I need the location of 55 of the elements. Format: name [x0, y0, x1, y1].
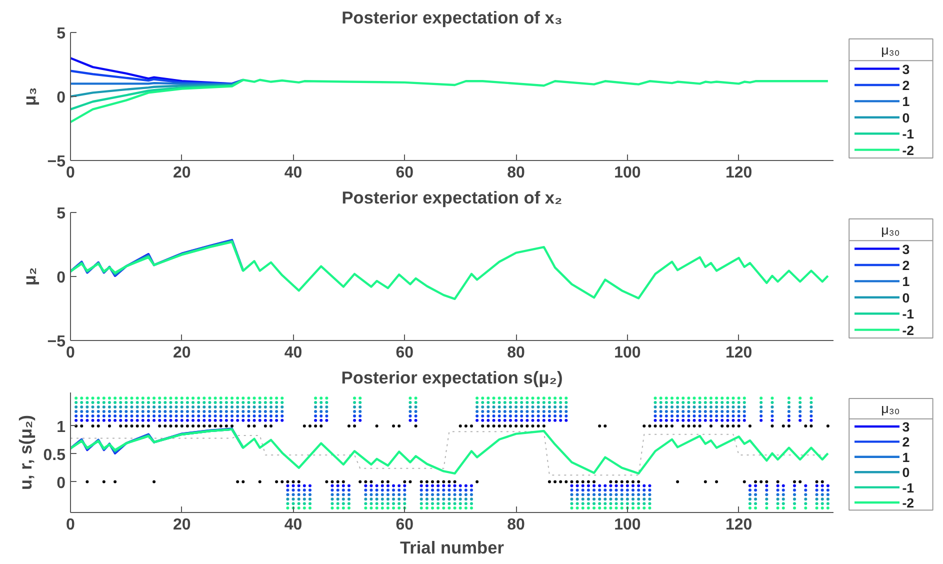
y-tick-label: 5: [56, 206, 66, 222]
x-tick-label: 20: [172, 344, 191, 362]
legend-title: μ₃₀: [881, 42, 900, 58]
text: -1: [902, 480, 915, 496]
x-tick-label: 80: [507, 344, 526, 362]
x-tick-label: 80: [507, 516, 526, 534]
x-tick-label: 100: [614, 516, 641, 534]
legend-label: 2: [902, 258, 910, 273]
legend-label: 1: [902, 94, 910, 110]
legend-label: 2: [902, 78, 910, 93]
x-tick-label: 40: [284, 344, 302, 362]
y-tick-label: −5: [47, 154, 66, 170]
y-tick-label: 0.5: [43, 446, 66, 464]
legend-title: μ₃₀: [881, 401, 900, 416]
y-tick-label: 0: [56, 270, 66, 286]
text: 2: [902, 434, 910, 450]
legend-label: -1: [902, 126, 915, 142]
x-tick-label: 20: [172, 516, 191, 534]
x-tick-label: 60: [396, 344, 414, 362]
legend-title: μ₃₀: [881, 222, 900, 238]
x-tick-label: 40: [284, 164, 302, 182]
chart-title: Posterior expectation of x₂: [342, 188, 562, 208]
y-tick-label: −5: [47, 334, 66, 350]
text: 3: [902, 242, 910, 257]
y-tick-label: 0: [56, 90, 66, 106]
legend-label: -2: [902, 322, 914, 338]
x-axis-title: Trial number: [400, 538, 504, 558]
legend-label: 0: [902, 290, 910, 306]
chart-title: Posterior expectation of x₃: [342, 8, 562, 28]
x-tick-label: 120: [725, 164, 752, 182]
legend-label: 1: [902, 274, 910, 290]
legend-label: -2: [902, 142, 914, 158]
legend-label: 3: [902, 420, 910, 434]
y-tick-label: 5: [56, 26, 66, 42]
x-tick-label: 100: [614, 344, 641, 362]
text: 0: [902, 465, 910, 480]
chart-title: Posterior expectation s(μ₂): [341, 368, 563, 388]
legend-label: 3: [902, 62, 910, 77]
x-tick-label: 60: [396, 516, 414, 534]
legend-label: 0: [902, 110, 910, 126]
legend-label: -1: [902, 306, 915, 322]
x-tick-label: 120: [725, 516, 752, 534]
text: -2: [902, 496, 914, 510]
y-tick-label: 1: [56, 418, 66, 436]
x-tick-label: 80: [507, 164, 526, 182]
y-axis-title: μ₂: [19, 267, 40, 286]
y-axis-title: μ₃: [19, 87, 40, 106]
y-axis-title: u, r, s(μ₂): [15, 414, 36, 490]
x-tick-label: 40: [284, 516, 302, 534]
x-tick-label: 20: [172, 164, 191, 182]
x-tick-label: 60: [396, 164, 414, 182]
x-tick-label: 120: [725, 344, 752, 362]
text: 1: [902, 450, 910, 465]
x-tick-label: 100: [614, 164, 641, 182]
y-tick-label: 0: [56, 474, 66, 492]
